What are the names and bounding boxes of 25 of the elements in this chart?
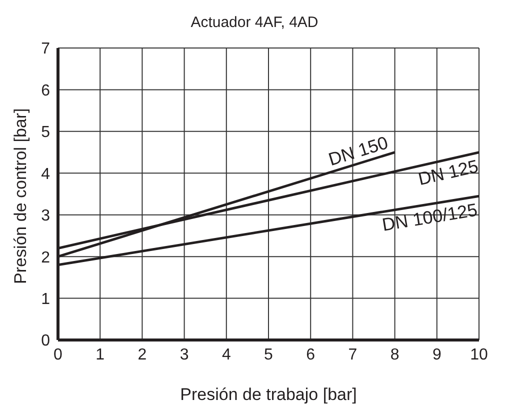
x-tick-label: 6 bbox=[306, 346, 316, 364]
text: DN 100/125 bbox=[380, 200, 479, 235]
text: DN 150 bbox=[326, 132, 390, 170]
y-tick-label: 6 bbox=[41, 82, 50, 100]
chart-title: Actuador 4AF, 4AD bbox=[190, 14, 320, 31]
x-tick-label: 7 bbox=[348, 346, 358, 364]
x-tick-label: 1 bbox=[96, 346, 105, 364]
x-tick-label: 5 bbox=[264, 346, 274, 364]
y-tick-label: 2 bbox=[41, 249, 50, 266]
y-axis-title: Presión de control [bar] bbox=[11, 108, 30, 284]
x-tick-label: 9 bbox=[432, 346, 442, 364]
y-tick-label: 5 bbox=[41, 124, 50, 142]
x-tick-label: 8 bbox=[390, 346, 400, 364]
x-tick-label: 3 bbox=[180, 346, 189, 364]
y-tick-label: 1 bbox=[41, 290, 50, 308]
y-tick-label: 4 bbox=[41, 166, 50, 183]
text: DN 125 bbox=[416, 156, 480, 190]
x-tick-label: 10 bbox=[470, 346, 488, 364]
x-tick-label: 0 bbox=[54, 346, 63, 364]
x-tick-label: 4 bbox=[222, 346, 231, 364]
x-tick-label: 2 bbox=[138, 346, 147, 364]
x-axis-title: Presión de trabajo [bar] bbox=[180, 385, 357, 404]
y-tick-label: 3 bbox=[41, 208, 50, 225]
y-tick-label: 0 bbox=[41, 332, 50, 350]
y-tick-label: 7 bbox=[41, 40, 50, 58]
